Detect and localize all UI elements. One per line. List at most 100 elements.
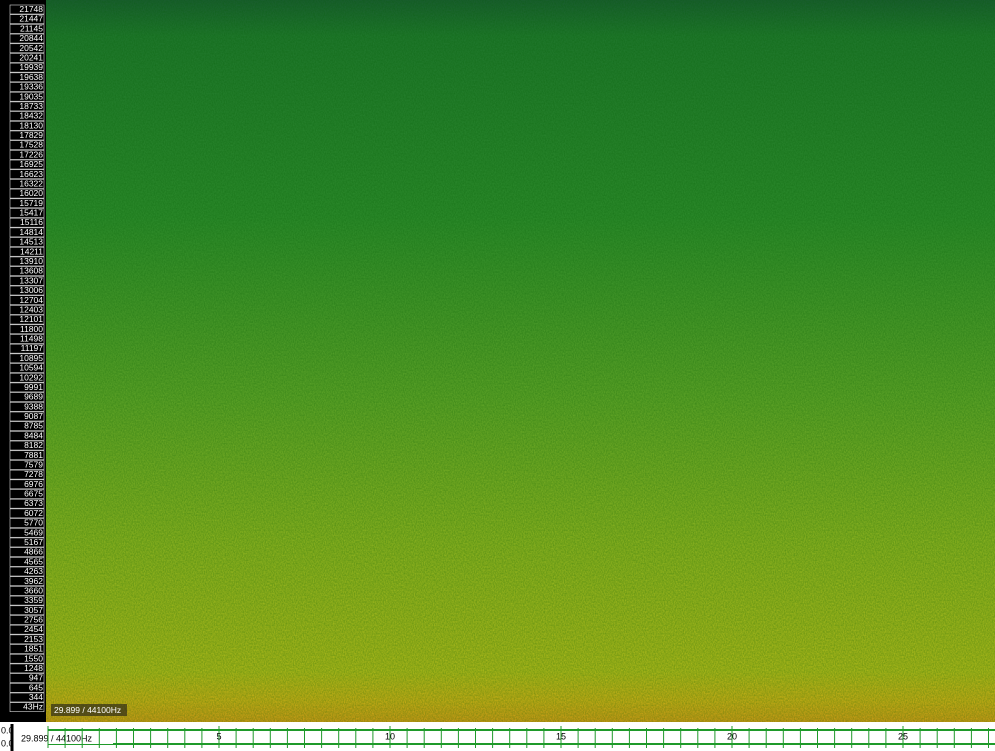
- frequency-label: 7881: [24, 450, 43, 460]
- frequency-label-box: [9, 392, 45, 402]
- frequency-label-box: [9, 33, 45, 44]
- frequency-label: 16623: [19, 169, 43, 179]
- time-label: 10: [385, 731, 395, 741]
- level-label: 0.0: [1, 738, 14, 748]
- frequency-label: 21447: [19, 14, 43, 24]
- frequency-label: 1851: [24, 644, 43, 654]
- frequency-label-box: [9, 334, 45, 344]
- frequency-label-box: [9, 557, 45, 567]
- frequency-label-box: [9, 576, 45, 587]
- frequency-label: 15116: [20, 217, 43, 227]
- frequency-label: 2454: [24, 624, 43, 634]
- frequency-label: 5770: [24, 518, 43, 528]
- frequency-label: 10895: [19, 353, 43, 363]
- frequency-label-box: [9, 479, 45, 490]
- frequency-label: 8785: [24, 421, 43, 431]
- frequency-label: 19638: [19, 72, 43, 82]
- frequency-label-box: [9, 566, 45, 577]
- frequency-label: 7278: [24, 469, 43, 479]
- frequency-label: 12101: [19, 314, 43, 324]
- frequency-label-box: [9, 363, 45, 373]
- frequency-label-box: [9, 440, 45, 451]
- frequency-label: 3057: [24, 605, 43, 615]
- frequency-label: 6072: [24, 508, 43, 518]
- frequency-label: 12704: [19, 295, 43, 305]
- frequency-label: 9689: [24, 392, 43, 402]
- frequency-label-box: [9, 624, 45, 635]
- status-text: 29.899 / 44100Hz: [54, 705, 121, 715]
- time-label: 5: [216, 731, 221, 741]
- frequency-label-box: [9, 314, 45, 325]
- frequency-label: 19336: [19, 82, 43, 92]
- frequency-label-box: [9, 615, 45, 625]
- frequency-label: 15417: [19, 208, 43, 218]
- status-box: [51, 704, 127, 716]
- frequency-label: 4565: [24, 556, 43, 566]
- frequency-label-box: [9, 682, 45, 693]
- frequency-label-box: [9, 644, 45, 654]
- frequency-label: 43Hz: [23, 702, 43, 712]
- frequency-label-box: [9, 653, 45, 664]
- frequency-label-box: [9, 382, 45, 393]
- frequency-label: 13006: [19, 285, 43, 295]
- frequency-label: 5469: [24, 527, 43, 537]
- frequency-label: 4866: [24, 547, 43, 557]
- frequency-label-box: [9, 450, 45, 461]
- frequency-label: 645: [29, 682, 43, 692]
- spectrogram-noise: [46, 0, 995, 722]
- frequency-label-box: [9, 130, 45, 141]
- frequency-label-box: [9, 460, 45, 470]
- frequency-label-box: [9, 692, 45, 703]
- frequency-label: 3359: [24, 595, 43, 605]
- frequency-label: 9087: [24, 411, 43, 421]
- frequency-label: 13608: [19, 266, 43, 276]
- frequency-label-box: [9, 159, 45, 170]
- time-label: 25: [898, 731, 908, 741]
- frequency-label: 14814: [19, 227, 43, 237]
- frequency-label-box: [9, 227, 45, 238]
- frequency-label-box: [9, 324, 45, 335]
- frequency-label-box: [9, 401, 45, 412]
- frequency-label: 11800: [20, 324, 43, 334]
- frequency-label: 18733: [19, 101, 43, 111]
- frequency-label: 11197: [21, 343, 44, 353]
- time-label: 15: [556, 731, 566, 741]
- frequency-label-box: [9, 547, 45, 557]
- frequency-label-box: [9, 431, 45, 441]
- frequency-label-box: [9, 586, 45, 596]
- frequency-label: 11498: [20, 334, 43, 344]
- frequency-label: 10594: [19, 363, 43, 373]
- frequency-label: 17829: [19, 130, 43, 140]
- frequency-label-box: [9, 527, 45, 538]
- frequency-label-box: [9, 188, 45, 199]
- frequency-label: 6675: [24, 489, 43, 499]
- frequency-label: 18432: [19, 111, 43, 121]
- frequency-label-box: [9, 150, 45, 160]
- frequency-label-box: [9, 537, 45, 548]
- frequency-label-box: [9, 198, 45, 209]
- frequency-label: 1248: [24, 663, 43, 673]
- frequency-label: 1550: [24, 653, 43, 663]
- frequency-label: 13307: [19, 275, 43, 285]
- frequency-label: 4263: [24, 566, 43, 576]
- frequency-label: 12403: [19, 304, 43, 314]
- frequency-label: 14513: [19, 237, 43, 247]
- frequency-label-box: [9, 285, 45, 296]
- level-label: 0.0: [1, 725, 14, 735]
- frequency-label-box: [9, 72, 45, 83]
- frequency-label-box: [9, 4, 45, 15]
- frequency-label: 8182: [24, 440, 43, 450]
- frequency-label: 8484: [24, 430, 43, 440]
- frequency-label-box: [9, 101, 45, 112]
- frequency-label-box: [9, 663, 45, 674]
- frequency-label-box: [9, 179, 45, 189]
- frequency-label-box: [9, 24, 45, 34]
- frequency-label-box: [9, 208, 45, 218]
- time-label: 20: [727, 731, 737, 741]
- frequency-label: 2153: [24, 634, 43, 644]
- frequency-label-box: [9, 305, 45, 315]
- frequency-label-box: [9, 469, 45, 480]
- ruler-status: 29.899 / 44100Hz: [21, 733, 93, 743]
